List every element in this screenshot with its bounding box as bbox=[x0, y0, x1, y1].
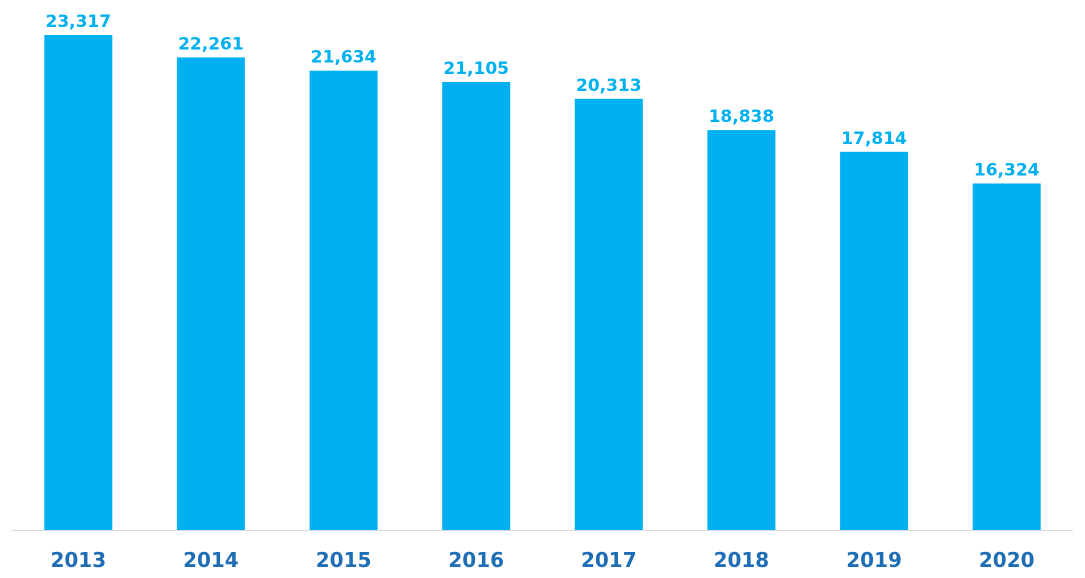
category-label-2014: 2014 bbox=[183, 548, 239, 572]
bar-2020 bbox=[972, 183, 1041, 530]
category-labels-group: 2013 2014 2015 2016 2017 2018 2019 2020 bbox=[50, 548, 1034, 572]
category-label-2020: 2020 bbox=[979, 548, 1035, 572]
value-label-2013: 23,317 bbox=[45, 12, 111, 32]
category-label-2016: 2016 bbox=[448, 548, 504, 572]
bar-2015 bbox=[309, 70, 378, 530]
bar-2014 bbox=[176, 57, 245, 531]
category-label-2013: 2013 bbox=[50, 548, 106, 572]
bar-2016 bbox=[442, 82, 511, 530]
value-label-2015: 21,634 bbox=[311, 48, 377, 68]
value-label-2014: 22,261 bbox=[178, 34, 244, 54]
value-label-2017: 20,313 bbox=[576, 76, 642, 96]
bar-2013 bbox=[44, 35, 113, 530]
value-label-2018: 18,838 bbox=[709, 107, 775, 127]
category-label-2015: 2015 bbox=[316, 548, 372, 572]
value-labels-group: 23,317 22,261 21,634 21,105 20,313 18,838 17,8… bbox=[45, 12, 1039, 181]
category-label-2018: 2018 bbox=[714, 548, 770, 572]
bar-2018 bbox=[707, 130, 776, 530]
category-label-2019: 2019 bbox=[846, 548, 902, 572]
value-label-2020: 16,324 bbox=[974, 161, 1040, 181]
bar-2019 bbox=[840, 151, 909, 531]
value-label-2016: 21,105 bbox=[443, 59, 509, 79]
bars-group bbox=[44, 35, 1041, 531]
bar-2017 bbox=[574, 98, 643, 531]
category-label-2017: 2017 bbox=[581, 548, 637, 572]
value-label-2019: 17,814 bbox=[841, 129, 907, 149]
